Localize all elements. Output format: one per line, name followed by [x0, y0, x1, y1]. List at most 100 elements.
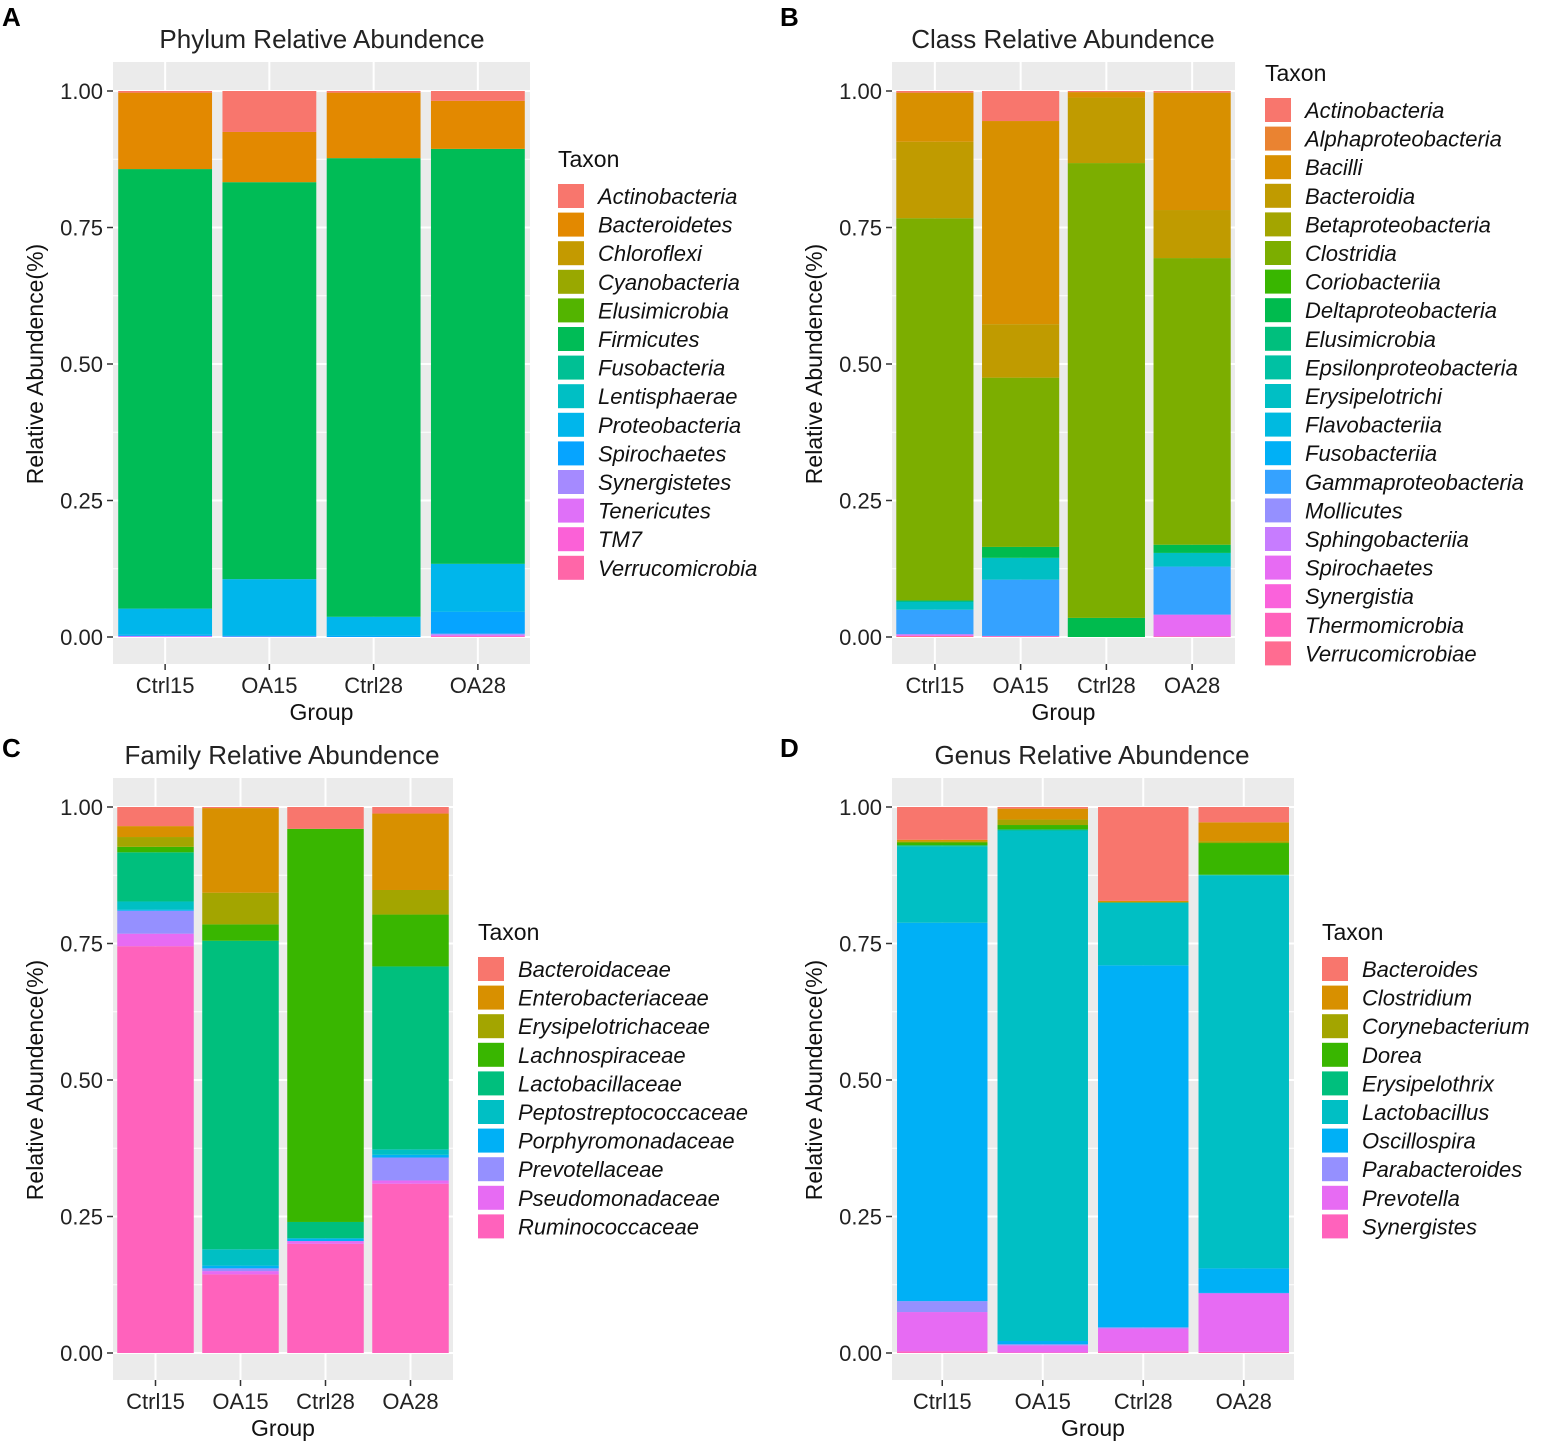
bar-segment-bacteroidaceae [372, 807, 449, 814]
y-tick-label: 0.50 [839, 352, 882, 377]
legend-label: Elusimicrobia [1305, 327, 1436, 352]
legend-swatch [478, 1042, 504, 1067]
bar-segment-firmicutes [326, 158, 421, 617]
bar-segment-clostridia [1067, 163, 1145, 618]
x-axis: Ctrl15 OA15 Ctrl28 OA28 Group [136, 664, 506, 725]
bar-segment-deltaproteobacteria [982, 546, 1060, 558]
legend-label: Cyanobacteria [598, 270, 740, 295]
legend-label: Corynebacterium [1362, 1014, 1530, 1039]
legend-label: Chloroflexi [598, 241, 703, 266]
x-tick-label: OA15 [241, 673, 297, 698]
bar-segment-bacteroidaceae [117, 807, 194, 827]
y-tick-label: 0.50 [839, 1068, 882, 1093]
bar-segment-actinobacteria [1067, 91, 1145, 93]
bar-stack-oa15 [202, 807, 279, 1353]
legend-label: Actinobacteria [1303, 98, 1444, 123]
bar-segment-parabacteroides [1198, 1292, 1289, 1294]
y-tick-label: 0.00 [60, 625, 103, 650]
bar-segment-actinobacteria [118, 91, 213, 93]
legend-label: Betaproteobacteria [1305, 212, 1491, 237]
legend-swatch [478, 1157, 504, 1182]
bar-segment-erysipelotrichi [1153, 552, 1231, 567]
bar-segment-bacteroidetes [118, 92, 213, 170]
bar-segment-lactobacillus [997, 830, 1088, 1341]
x-axis-label: Group [251, 1415, 315, 1441]
legend-swatch [558, 441, 584, 466]
bar-segment-pseudomonadaceae [372, 1180, 449, 1184]
legend-swatch [558, 555, 584, 580]
x-tick-label: OA28 [1164, 673, 1220, 698]
bar-segment-porphyromonadaceae [287, 1238, 364, 1242]
legend-swatch [558, 212, 584, 237]
bar-segment-prevotella [1098, 1328, 1189, 1352]
legend-title: Taxon [558, 146, 619, 172]
legend-label: Thermomicrobia [1305, 613, 1464, 638]
bar-segment-actinobacteria [982, 91, 1060, 122]
legend-swatch [1322, 1014, 1348, 1039]
y-axis: 0.00 0.25 0.50 0.75 1.00 Relative Abundence(%… [22, 795, 113, 1366]
bar-segment-clostridia [982, 377, 1060, 547]
bar-segment-peptostreptococcaceae [202, 1249, 279, 1266]
legend-swatch [558, 384, 584, 409]
bar-segment-parabacteroides [897, 1301, 988, 1313]
bar-segment-synergistes [897, 1351, 988, 1353]
bar-segment-dorea [1198, 843, 1289, 875]
bar-stack-oa28 [1153, 91, 1231, 637]
bar-segment-actinobacteria [430, 91, 525, 101]
legend-swatch [558, 355, 584, 380]
x-tick-label: Ctrl15 [913, 1389, 972, 1414]
bar-segment-dorea [897, 842, 988, 846]
legend-swatch [1322, 1128, 1348, 1153]
bar-segment-clostridium [1098, 900, 1189, 903]
legend-swatch [1265, 441, 1291, 466]
y-tick-label: 0.25 [839, 1205, 882, 1230]
legend-swatch [1265, 527, 1291, 551]
bar-segment-deltaproteobacteria [1067, 617, 1145, 637]
legend-title: Taxon [478, 919, 539, 945]
bar-segment-tm7 [430, 635, 525, 637]
bar-stack-ctrl15 [118, 91, 213, 637]
legend-swatch [1265, 155, 1291, 180]
bar-segment-lactobacillus [1098, 902, 1189, 966]
bar-segment-erysipelotrichaceae [117, 837, 194, 847]
x-axis-label: Group [1032, 699, 1096, 725]
legend-label: Enterobacteriaceae [518, 986, 709, 1011]
bar-segment-corynebacterium [897, 841, 988, 843]
bar-segment-enterobacteriaceae [372, 813, 449, 890]
legend-swatch [558, 470, 584, 494]
bar-stack-ctrl28 [1067, 91, 1145, 637]
legend-swatch [558, 241, 584, 266]
bar-segment-synergistetes [118, 635, 213, 637]
bar-segment-gammaproteobacteria [982, 579, 1060, 636]
legend-label: Oscillospira [1362, 1129, 1476, 1154]
legend-swatch [558, 298, 584, 323]
bar-segment-porphyromonadaceae [202, 1265, 279, 1269]
x-tick-label: OA15 [212, 1389, 268, 1414]
bar-segment-parabacteroides [997, 1344, 1088, 1346]
bar-segment-lactobacillaceae [287, 1221, 364, 1239]
y-axis-label: Relative Abundence(%) [22, 960, 48, 1200]
bar-segment-synergistes [1198, 1351, 1289, 1353]
bar-segment-tenericutes [118, 636, 213, 637]
x-tick-label: Ctrl15 [126, 1389, 185, 1414]
bar-segment-prevotellaceae [372, 1157, 449, 1181]
bar-segment-bacteroidia [896, 141, 974, 219]
legend-label: Prevotellaceae [518, 1157, 664, 1182]
legend-swatch [478, 1128, 504, 1153]
bars [896, 91, 1231, 637]
legend-swatch [1265, 555, 1291, 580]
bar-segment-bacteroides [997, 807, 1088, 809]
legend-swatch [1265, 126, 1291, 151]
bar-segment-bacteroidia [1067, 97, 1145, 164]
bar-segment-bacteroidia [1153, 210, 1231, 259]
legend-swatch [478, 1100, 504, 1124]
bar-segment-corynebacterium [1198, 841, 1289, 844]
chart-panel-b: B Class Relative Abundence 0.00 0.25 0.50 0.7… [780, 2, 1524, 725]
bar-segment-firmicutes [222, 182, 317, 580]
bar-segment-prevotella [1198, 1293, 1289, 1352]
legend-label: Proteobacteria [598, 413, 741, 438]
bar-stack-ctrl28 [1098, 807, 1189, 1353]
bar-segment-erysipelothrix [897, 845, 988, 847]
bar-segment-peptostreptococcaceae [117, 901, 194, 910]
